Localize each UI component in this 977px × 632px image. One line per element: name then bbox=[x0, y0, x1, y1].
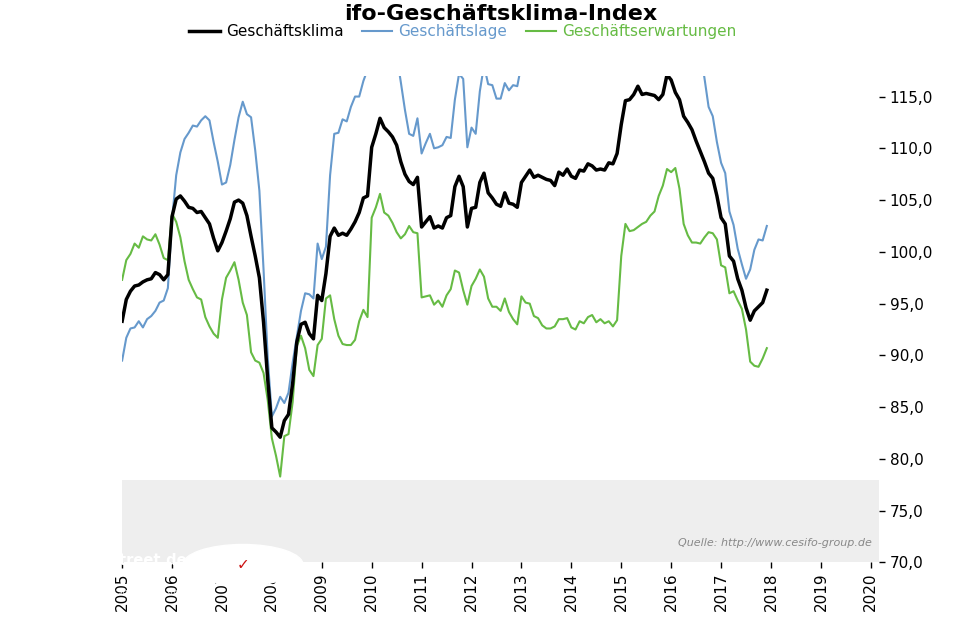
Text: unabhängig • strategisch • treffsicher: unabhängig • strategisch • treffsicher bbox=[66, 589, 204, 595]
Bar bbox=[122, 480, 879, 562]
Legend: Geschäftsklima, Geschäftslage, Geschäftserwartungen: Geschäftsklima, Geschäftslage, Geschäfts… bbox=[183, 18, 743, 45]
Text: stockstreet.de: stockstreet.de bbox=[66, 553, 188, 568]
Title: ifo-Geschäftsklima-Index: ifo-Geschäftsklima-Index bbox=[344, 4, 658, 24]
Text: ✓: ✓ bbox=[236, 557, 249, 573]
Circle shape bbox=[183, 544, 303, 585]
Text: Quelle: http://www.cesifo-group.de: Quelle: http://www.cesifo-group.de bbox=[678, 538, 871, 548]
